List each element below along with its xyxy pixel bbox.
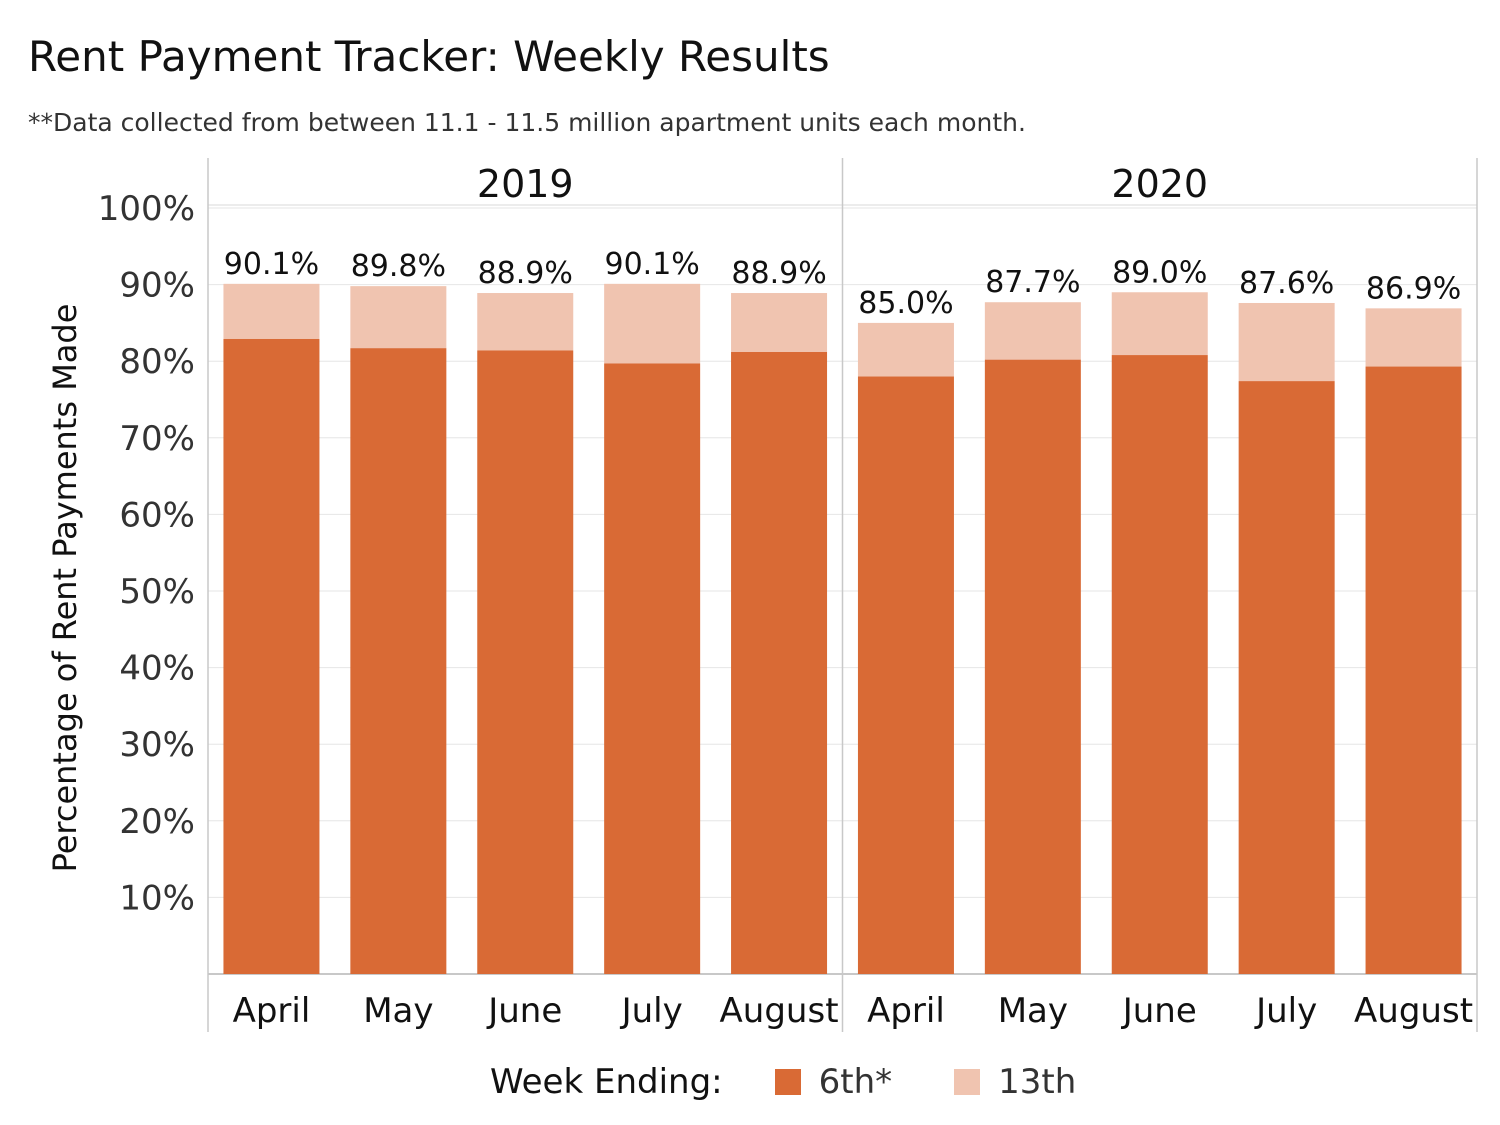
legend-label-13th: 13th [998,1062,1077,1102]
bar-13th-2019-april[interactable] [223,283,320,339]
y-tick-label: 80% [119,342,195,382]
x-category-label: May [998,991,1068,1031]
bar-13th-2020-june[interactable] [1111,292,1208,356]
legend-title: Week Ending: [490,1062,723,1102]
bar-13th-2020-may[interactable] [984,302,1081,360]
y-tick-label: 50% [119,572,195,612]
y-tick-label: 30% [119,725,195,765]
total-label: 85.0% [858,286,953,321]
bar-13th-2019-july[interactable] [604,283,701,364]
chart-title: Rent Payment Tracker: Weekly Results [28,32,830,81]
total-label: 88.9% [731,256,826,291]
bar-6th-2019-july[interactable] [604,363,701,974]
total-label: 87.7% [985,265,1080,300]
x-category-label: August [720,991,839,1031]
bar-6th-2019-april[interactable] [223,338,320,975]
y-tick-label: 90% [119,266,195,306]
total-label: 87.6% [1239,266,1334,301]
x-category-label: April [233,991,311,1031]
legend-swatch-6th [774,1069,801,1095]
y-tick-label: 70% [119,419,195,459]
panel-header-2020: 2020 [1111,162,1208,206]
chart-subtitle: **Data collected from between 11.1 - 11.… [28,108,1026,137]
x-category-label: July [620,991,683,1031]
total-label: 90.1% [224,247,319,282]
bar-6th-2019-may[interactable] [350,348,447,975]
bar-6th-2019-august[interactable] [731,352,828,974]
legend: Week Ending: 6th* 13th [490,1062,1138,1102]
bar-6th-2020-april[interactable] [857,376,954,974]
x-category-label: July [1254,991,1317,1031]
y-tick-label: 40% [119,649,195,689]
x-category-label: April [867,991,945,1031]
x-category-label: May [363,991,433,1031]
bar-13th-2019-august[interactable] [731,293,828,353]
bar-13th-2019-june[interactable] [477,293,574,351]
legend-item-6th[interactable]: 6th* [774,1062,893,1102]
y-tick-label: 10% [119,878,195,918]
bar-13th-2020-april[interactable] [857,322,954,377]
total-label: 88.9% [478,256,573,291]
x-category-label: August [1354,991,1473,1031]
y-axis-title: Percentage of Rent Payments Made [46,304,84,873]
x-category-label: June [1121,991,1197,1031]
panel-header-2019: 2019 [477,162,574,206]
x-category-label: June [486,991,562,1031]
bar-13th-2019-may[interactable] [350,286,447,349]
bar-6th-2019-june[interactable] [477,350,574,974]
bar-13th-2020-august[interactable] [1365,308,1462,367]
total-label: 89.0% [1112,255,1207,290]
y-tick-label: 100% [98,189,195,229]
bar-6th-2020-august[interactable] [1365,366,1462,974]
legend-item-13th[interactable]: 13th [954,1062,1076,1102]
y-tick-label: 60% [119,495,195,535]
bar-13th-2020-july[interactable] [1238,302,1335,382]
total-label: 89.8% [351,249,446,284]
total-label: 86.9% [1366,271,1461,306]
y-tick-label: 20% [119,802,195,842]
bar-6th-2020-july[interactable] [1238,381,1335,975]
legend-swatch-13th [954,1069,981,1095]
total-label: 90.1% [604,247,699,282]
bar-6th-2020-may[interactable] [984,359,1081,975]
legend-label-6th: 6th* [818,1062,893,1102]
bar-6th-2020-june[interactable] [1111,355,1208,974]
